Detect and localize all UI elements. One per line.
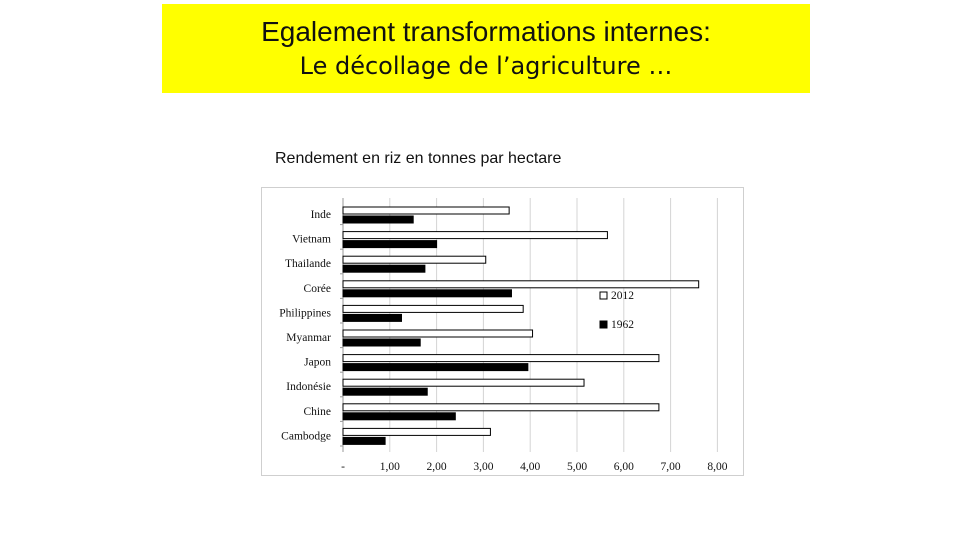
bar-1962 bbox=[342, 338, 421, 347]
x-tick-label: 4,00 bbox=[520, 461, 540, 473]
category-label: Indonésie bbox=[286, 381, 331, 393]
bar-1962 bbox=[342, 313, 402, 322]
category-label: Japon bbox=[304, 357, 331, 369]
x-tick-label: 5,00 bbox=[567, 461, 587, 473]
legend-label-1962: 1962 bbox=[611, 319, 634, 331]
x-tick-label: 2,00 bbox=[427, 461, 447, 473]
x-tick-label: 1,00 bbox=[380, 461, 400, 473]
slide-subtitle: Le décollage de l’agriculture … bbox=[299, 51, 673, 80]
bar-1962 bbox=[342, 363, 529, 372]
bar-2012 bbox=[342, 403, 660, 412]
category-label: Inde bbox=[311, 209, 331, 221]
bar-1962 bbox=[342, 436, 386, 445]
bar-2012 bbox=[342, 304, 524, 313]
bar-2012 bbox=[342, 255, 487, 264]
x-tick-label: 3,00 bbox=[473, 461, 493, 473]
bar-2012 bbox=[342, 378, 585, 387]
category-label: Cambodge bbox=[281, 430, 331, 442]
category-label: Philippines bbox=[279, 307, 331, 319]
bar-1962 bbox=[342, 412, 456, 421]
category-label: Corée bbox=[304, 283, 331, 295]
legend-swatch-2012 bbox=[599, 291, 608, 300]
bar-2012 bbox=[342, 231, 608, 240]
chart-title: Rendement en riz en tonnes par hectare bbox=[275, 150, 562, 167]
category-label: Thailande bbox=[285, 258, 331, 270]
bar-chart: Inde Vietnam Thailande Corée Philippines Myan… bbox=[279, 198, 728, 473]
bar-2012 bbox=[342, 354, 660, 363]
bar-1962 bbox=[342, 240, 438, 249]
legend-swatch-1962 bbox=[599, 320, 608, 329]
category-label: Chine bbox=[304, 406, 331, 418]
bar-1962 bbox=[342, 289, 512, 298]
slide-title: Egalement transformations internes: bbox=[261, 15, 711, 47]
bar-2012 bbox=[342, 280, 700, 289]
bar-1962 bbox=[342, 387, 428, 396]
bar-2012 bbox=[342, 329, 534, 338]
bar-1962 bbox=[342, 264, 426, 273]
slide-title-banner: Egalement transformations internes: Le d… bbox=[162, 4, 810, 93]
bar-2012 bbox=[342, 206, 510, 215]
bar-1962 bbox=[342, 215, 414, 224]
category-label: Myanmar bbox=[286, 332, 331, 344]
legend-label-2012: 2012 bbox=[611, 290, 634, 302]
x-tick-label: 7,00 bbox=[661, 461, 681, 473]
bar-2012 bbox=[342, 427, 491, 436]
x-tick-label: 8,00 bbox=[707, 461, 727, 473]
category-label: Vietnam bbox=[292, 234, 331, 246]
x-tick-label: - bbox=[341, 461, 345, 473]
chart-frame: Inde Vietnam Thailande Corée Philippines Myan… bbox=[261, 187, 744, 476]
x-tick-label: 6,00 bbox=[614, 461, 634, 473]
